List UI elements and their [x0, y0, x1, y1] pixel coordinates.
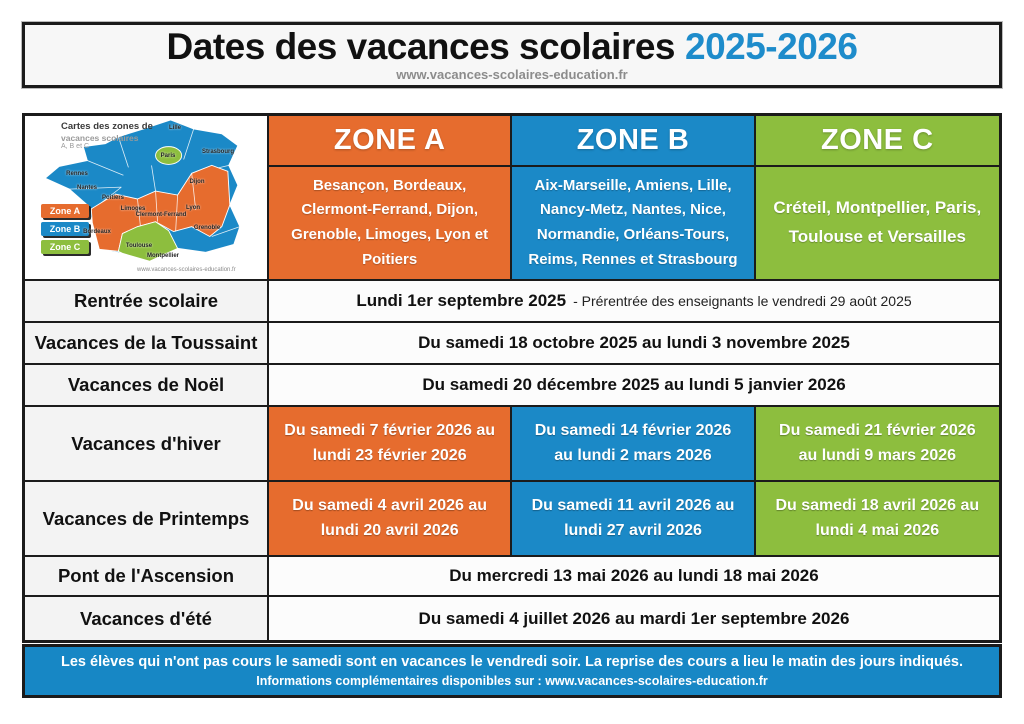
map-legend-zone-c: Zone C	[41, 240, 89, 254]
zone-date-c: Du samedi 21 février 2026 au lundi 9 mar…	[755, 407, 999, 482]
zone-header-a: ZONE A	[269, 116, 513, 167]
row-value-note: - Prérentrée des enseignants le vendredi…	[573, 293, 912, 309]
map-city-label: Paris	[160, 153, 176, 159]
row-value: Du mercredi 13 mai 2026 au lundi 18 mai …	[269, 557, 999, 597]
map-city-label: Dijon	[189, 179, 205, 185]
title-year: 2025-2026	[685, 25, 858, 67]
map-footnote: www.vacances-scolaires-education.fr	[137, 267, 236, 273]
zone-cities-a: Besançon, Bordeaux, Clermont-Ferrand, Di…	[269, 167, 513, 281]
row-label: Vacances d'été	[25, 597, 269, 640]
row-label: Vacances d'hiver	[25, 407, 269, 482]
row-value-bold: Du samedi 20 décembre 2025 au lundi 5 ja…	[422, 375, 846, 394]
zone-header-b: ZONE B	[512, 116, 756, 167]
map-city-label: Toulouse	[125, 243, 153, 249]
zone-header-c: ZONE C	[755, 116, 999, 167]
map-city-label: Montpellier	[146, 253, 180, 259]
row-value: Lundi 1er septembre 2025 - Prérentrée des…	[269, 281, 999, 323]
header-website: www.vacances-scolaires-education.fr	[396, 67, 628, 83]
zone-cities-b: Aix-Marseille, Amiens, Lille, Nancy-Metz…	[512, 167, 756, 281]
map-city-label: Clermont-Ferrand	[135, 212, 187, 218]
map-city-label: Bordeaux	[83, 229, 111, 235]
map-city-label: Nantes	[76, 185, 98, 191]
france-zones-map: Cartes des zones de vacances scolaires A…	[25, 116, 269, 281]
row-value-bold: Du mercredi 13 mai 2026 au lundi 18 mai …	[449, 566, 819, 585]
map-city-label: Grenoble	[193, 225, 221, 231]
footer-banner: Les élèves qui n'ont pas cours le samedi…	[22, 644, 1002, 698]
map-title: Cartes des zones de	[61, 121, 153, 132]
zone-date-c: Du samedi 18 avril 2026 au lundi 4 mai 2…	[755, 482, 999, 557]
row-label: Rentrée scolaire	[25, 281, 269, 323]
row-label: Pont de l'Ascension	[25, 557, 269, 597]
footer-more-info: Informations complémentaires disponibles…	[256, 674, 768, 688]
map-city-label: Rennes	[66, 171, 88, 177]
footer-note-saturday: Les élèves qui n'ont pas cours le samedi…	[61, 654, 963, 670]
page-title: Dates des vacances scolaires 2025-2026	[166, 25, 858, 67]
title-text: Dates des vacances scolaires	[166, 25, 676, 67]
france-map-graphic	[44, 119, 241, 262]
map-city-label: Poitiers	[101, 195, 125, 201]
map-legend-zone-a: Zone A	[41, 204, 89, 218]
header-box: Dates des vacances scolaires 2025-2026 ww…	[22, 22, 1002, 88]
zone-date-a: Du samedi 7 février 2026 au lundi 23 fév…	[269, 407, 513, 482]
row-label: Vacances de Noël	[25, 365, 269, 407]
zone-date-a: Du samedi 4 avril 2026 au lundi 20 avril…	[269, 482, 513, 557]
row-value: Du samedi 20 décembre 2025 au lundi 5 ja…	[269, 365, 999, 407]
row-value-bold: Du samedi 4 juillet 2026 au mardi 1er se…	[418, 608, 850, 628]
row-value-bold: Du samedi 18 octobre 2025 au lundi 3 nov…	[418, 333, 850, 352]
map-city-label: Strasbourg	[201, 149, 235, 155]
zone-date-b: Du samedi 14 février 2026 au lundi 2 mar…	[512, 407, 756, 482]
map-legend-zone-b: Zone B	[41, 222, 89, 236]
row-value: Du samedi 18 octobre 2025 au lundi 3 nov…	[269, 323, 999, 365]
map-city-label: Lille	[168, 125, 182, 131]
row-value: Du samedi 4 juillet 2026 au mardi 1er se…	[269, 597, 999, 640]
map-city-label: Lyon	[185, 205, 201, 211]
row-label: Vacances de Printemps	[25, 482, 269, 557]
map-subtitle: vacances scolaires	[61, 133, 139, 143]
map-subtitle-zones: A, B et C	[61, 143, 90, 150]
map-city-label: Limoges	[120, 206, 146, 212]
row-label: Vacances de la Toussaint	[25, 323, 269, 365]
row-value-bold: Lundi 1er septembre 2025	[356, 291, 567, 310]
zone-date-b: Du samedi 11 avril 2026 au lundi 27 avri…	[512, 482, 756, 557]
zone-cities-c: Créteil, Montpellier, Paris, Toulouse et…	[755, 167, 999, 281]
vacation-table: Cartes des zones de vacances scolaires A…	[22, 113, 1002, 643]
